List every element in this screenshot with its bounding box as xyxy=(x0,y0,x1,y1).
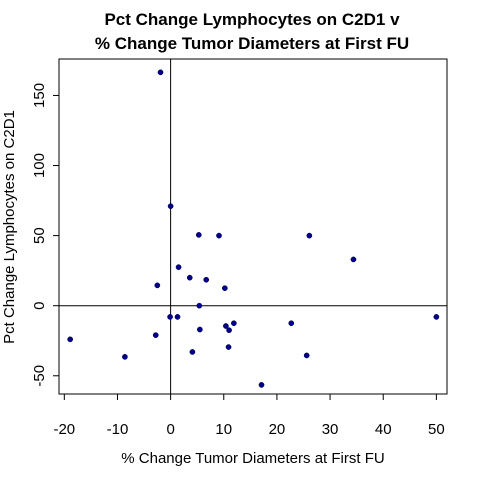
chart-title-line2: % Change Tumor Diameters at First FU xyxy=(95,34,409,53)
data-point xyxy=(154,282,161,289)
data-point xyxy=(122,354,128,360)
data-point xyxy=(157,69,164,76)
data-point xyxy=(186,274,193,281)
reference-lines xyxy=(59,59,447,394)
data-point xyxy=(167,203,174,210)
data-point xyxy=(203,276,210,283)
data-point xyxy=(152,332,159,338)
data-point xyxy=(433,314,440,320)
y-tick-label: 0 xyxy=(31,302,48,310)
y-tick-label: 100 xyxy=(31,153,48,178)
data-point xyxy=(174,314,181,320)
x-tick-label: 50 xyxy=(428,421,445,438)
data-point xyxy=(226,327,232,334)
x-tick-label: 20 xyxy=(269,421,286,438)
data-point xyxy=(306,232,313,239)
data-point xyxy=(221,285,228,292)
x-tick-label: 0 xyxy=(166,421,174,438)
plot-frame xyxy=(58,58,448,395)
x-tick-label: 40 xyxy=(375,421,392,438)
x-tick-label: 30 xyxy=(322,421,339,438)
data-points xyxy=(67,69,440,388)
data-point xyxy=(196,302,203,309)
data-point xyxy=(189,349,196,355)
y-tick-label: 50 xyxy=(31,227,48,244)
x-tick-label: -20 xyxy=(53,421,75,438)
data-point xyxy=(303,352,310,359)
data-point xyxy=(216,232,222,239)
chart-title-line1: Pct Change Lymphocytes on C2D1 v xyxy=(104,10,400,29)
y-axis: -50 0 50 100 150 xyxy=(31,83,59,387)
y-tick-label: 150 xyxy=(31,83,48,108)
data-point xyxy=(223,323,229,329)
data-point xyxy=(175,264,182,270)
data-point xyxy=(231,320,237,327)
y-axis-label: Pct Change Lymphocytes on C2D1 xyxy=(1,110,18,344)
data-point xyxy=(67,336,74,343)
data-point xyxy=(167,314,173,320)
data-point xyxy=(196,326,203,333)
data-point xyxy=(350,256,357,263)
x-axis: -20 -10 0 10 20 30 40 50 xyxy=(53,394,445,438)
x-tick-label: -10 xyxy=(107,421,129,438)
data-point xyxy=(258,382,265,388)
x-tick-label: 10 xyxy=(215,421,232,438)
data-point xyxy=(288,320,295,327)
y-tick-label: -50 xyxy=(31,365,48,387)
data-point xyxy=(225,344,232,350)
data-point xyxy=(195,232,202,238)
x-axis-label: % Change Tumor Diameters at First FU xyxy=(121,450,384,467)
